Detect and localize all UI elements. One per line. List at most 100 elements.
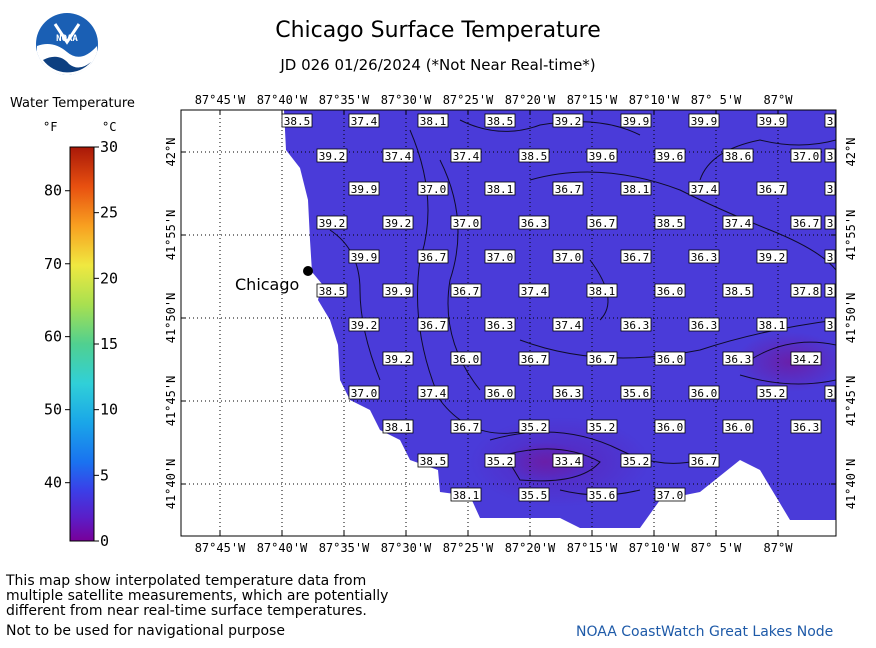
temperature-value: 36.7: [623, 251, 650, 264]
temperature-value: 38.5: [420, 455, 447, 468]
temperature-value: 36.3: [487, 319, 514, 332]
temperature-label-box: [722, 419, 754, 434]
temperature-value: 36.7: [420, 319, 447, 332]
temperature-value: 37.0: [657, 489, 684, 502]
disclaimer-line: This map show interpolated temperature d…: [6, 573, 367, 589]
temperature-value: 35.2: [521, 421, 548, 434]
temperature-value: 36.7: [420, 251, 447, 264]
temperature-label-box: [552, 453, 584, 468]
temperature-value: 39.2: [351, 319, 378, 332]
legend-tick-c: 0: [100, 532, 109, 550]
temperature-value: 36.0: [657, 353, 684, 366]
lon-label-bottom: 87°45'W: [195, 541, 246, 555]
temperature-value: 3: [827, 183, 834, 196]
disclaimer-line: multiple satellite measurements, which a…: [6, 588, 389, 604]
temperature-value: 36.0: [487, 387, 514, 400]
temperature-value: 36.0: [657, 421, 684, 434]
lon-label-bottom: 87°W: [764, 541, 794, 555]
temperature-value: 38.1: [487, 183, 514, 196]
lat-label-right: 41°55'N: [844, 210, 858, 261]
temperature-value: 39.2: [555, 115, 582, 128]
temperature-label-box: [722, 351, 754, 366]
temperature-label-box: [654, 351, 686, 366]
lon-label-top: 87°45'W: [195, 93, 246, 107]
temperature-value: 38.5: [521, 150, 548, 163]
temperature-value: 36.3: [623, 319, 650, 332]
temperature-value: 38.5: [319, 285, 346, 298]
temperature-label-box: [348, 385, 380, 400]
temperature-value: 37.0: [793, 150, 820, 163]
temperature-label-box: [484, 317, 516, 332]
temperature-label-box: [688, 181, 720, 196]
noaa-logo: NOAA: [36, 13, 98, 76]
temperature-label-box: [552, 249, 584, 264]
legend-tick-f: 50: [44, 401, 62, 419]
chicago-marker: [303, 266, 313, 276]
temperature-value: 37.8: [793, 285, 820, 298]
temperature-label-box: [382, 351, 414, 366]
lon-label-bottom: 87°15'W: [567, 541, 618, 555]
temperature-label-box: [484, 453, 516, 468]
temperature-value: 36.7: [589, 353, 616, 366]
temperature-value: 35.2: [589, 421, 616, 434]
temperature-value: 38.1: [759, 319, 786, 332]
temperature-label-box: [518, 283, 550, 298]
temperature-value: 36.0: [657, 285, 684, 298]
temperature-value: 39.9: [385, 285, 412, 298]
temperature-value: 36.3: [725, 353, 752, 366]
disclaimer-line: different from near real-time surface te…: [6, 603, 367, 619]
temperature-value: 35.2: [487, 455, 514, 468]
temperature-value: 3: [827, 217, 834, 230]
temperature-value: 37.4: [521, 285, 548, 298]
color-bar: [69, 146, 95, 542]
temperature-label-box: [417, 385, 449, 400]
temperature-label-box: [417, 249, 449, 264]
temperature-value: 38.1: [453, 489, 480, 502]
temperature-label-box: [552, 113, 584, 128]
temperature-map: 38.5 37.4 38.1 38.5 39.2 39.9 39.9 39.9 3 39.2 37.…: [164, 93, 858, 555]
temperature-value: 36.0: [725, 421, 752, 434]
lon-label-bottom: 87°30'W: [381, 541, 432, 555]
legend-tick-f: 80: [44, 182, 62, 200]
temperature-value: 36.7: [453, 421, 480, 434]
temperature-value: 3: [827, 285, 834, 298]
temperature-value: 39.6: [657, 150, 684, 163]
temperature-label-box: [756, 249, 788, 264]
temperature-label-box: [620, 113, 652, 128]
temperature-value: 39.2: [319, 150, 346, 163]
temperature-value: 35.6: [589, 489, 616, 502]
temperature-value: 39.2: [319, 217, 346, 230]
temperature-label-box: [790, 419, 822, 434]
temperature-value: 38.1: [385, 421, 412, 434]
temperature-label-box: [552, 181, 584, 196]
lat-label-right: 42°N: [844, 138, 858, 167]
temperature-label-box: [586, 487, 618, 502]
temperature-value: 38.5: [657, 217, 684, 230]
lon-label-top: 87°40'W: [257, 93, 308, 107]
temperature-label-box: [586, 283, 618, 298]
temperature-label-box: [620, 249, 652, 264]
temperature-label-box: [824, 249, 836, 264]
temperature-label-box: [722, 215, 754, 230]
temperature-value: 38.5: [487, 115, 514, 128]
credit-link[interactable]: NOAA CoastWatch Great Lakes Node: [576, 624, 834, 640]
temperature-value: 39.9: [759, 115, 786, 128]
temperature-label-box: [348, 249, 380, 264]
lat-label-left: 41°40'N: [164, 459, 178, 510]
legend-tick-c: 15: [100, 335, 118, 353]
city-label-chicago: Chicago: [235, 275, 300, 294]
temperature-label-box: [382, 215, 414, 230]
lon-label-bottom: 87°35'W: [319, 541, 370, 555]
temperature-label-box: [552, 385, 584, 400]
temperature-label-box: [654, 215, 686, 230]
temperature-value: 33.4: [555, 455, 582, 468]
temperature-label-box: [518, 351, 550, 366]
temperature-label-box: [518, 215, 550, 230]
temperature-value: 38.1: [589, 285, 616, 298]
lon-label-top: 87°10'W: [629, 93, 680, 107]
temperature-value: 36.3: [555, 387, 582, 400]
temperature-label-box: [348, 113, 380, 128]
temperature-value: 36.7: [555, 183, 582, 196]
temperature-value: 36.3: [521, 217, 548, 230]
